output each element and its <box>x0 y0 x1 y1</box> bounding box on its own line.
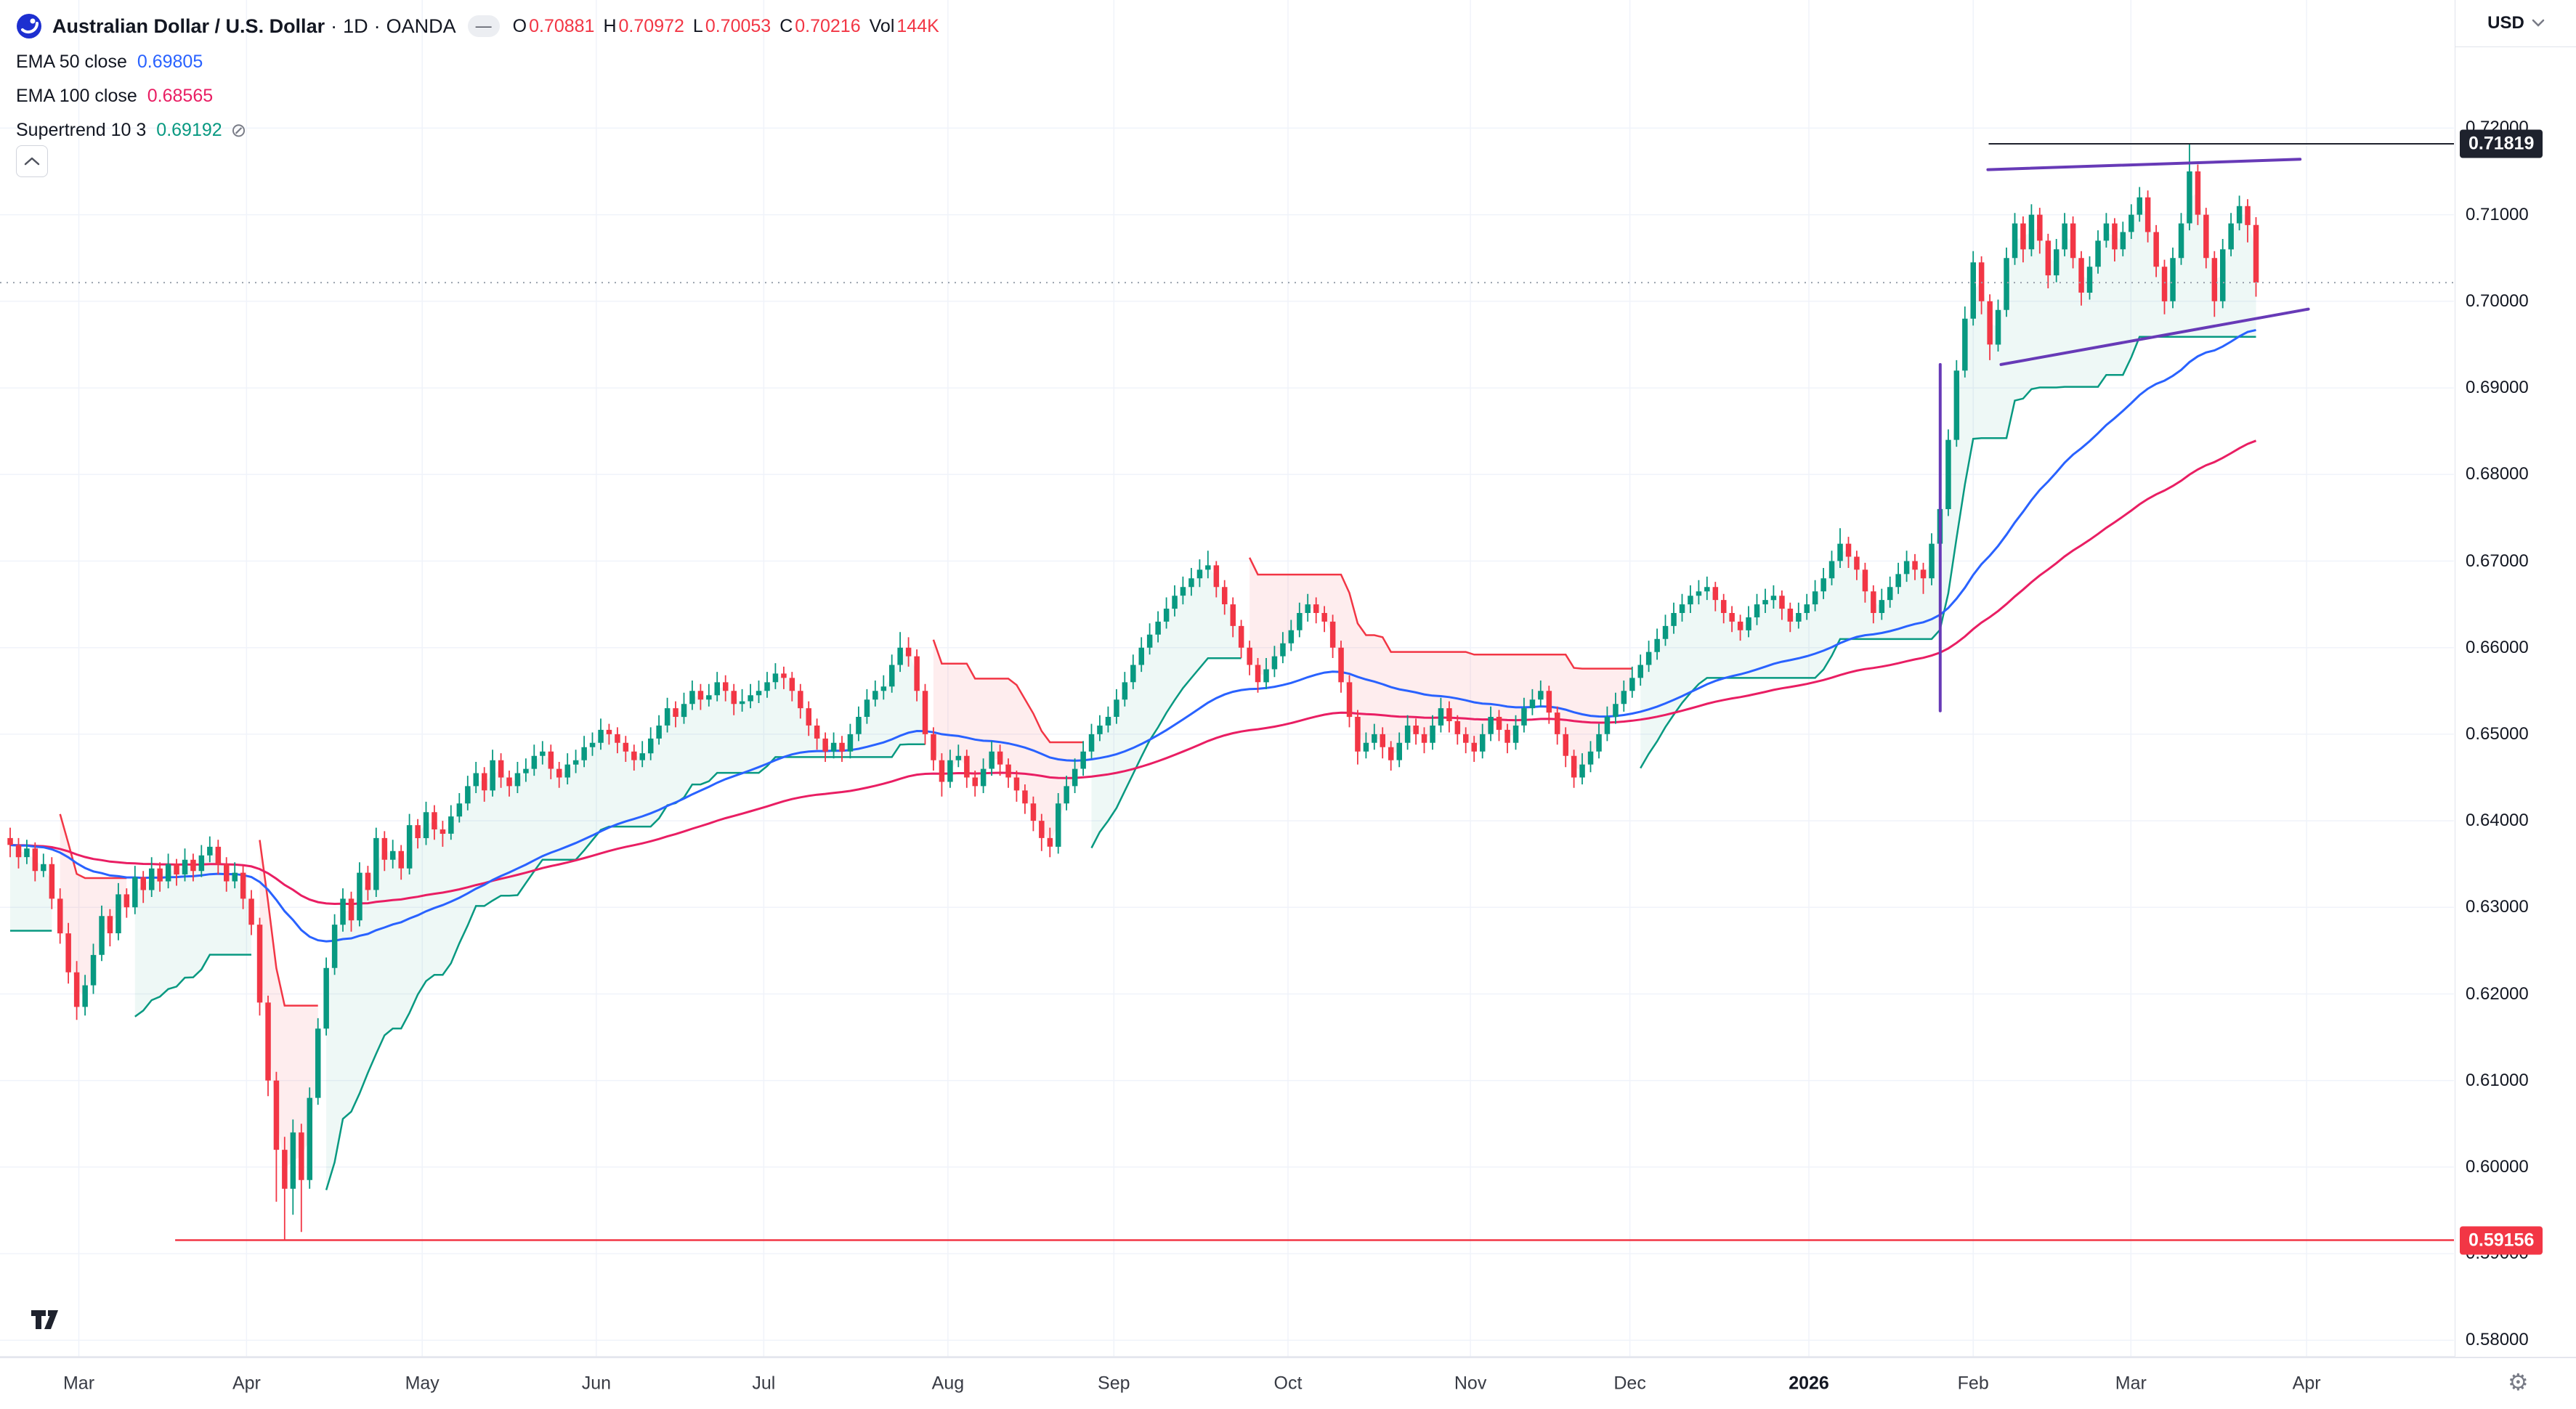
price-axis-badge[interactable]: 0.71819 <box>2460 129 2543 158</box>
indicator-name[interactable]: Supertrend 10 3 <box>16 120 147 140</box>
indicator-value: 0.69805 <box>137 52 203 72</box>
indicator-name[interactable]: EMA 50 close <box>16 52 127 72</box>
price-tick-label: 0.60000 <box>2466 1156 2529 1177</box>
open-label: O <box>512 15 527 36</box>
supertrend-fill <box>933 639 1084 842</box>
high-label: H <box>603 15 617 36</box>
ema50-line <box>9 328 2256 943</box>
chevron-down-icon <box>2532 19 2545 27</box>
currency-selector[interactable]: USD <box>2455 0 2576 47</box>
supertrend-fill <box>10 841 52 931</box>
candle-bodies-up <box>24 171 2243 1189</box>
time-axis-label: Mar <box>62 1373 95 1394</box>
supertrend-line <box>932 639 1084 744</box>
chevron-up-icon <box>24 157 40 166</box>
price-tick-label: 0.63000 <box>2466 897 2529 917</box>
tradingview-logo[interactable] <box>29 1306 62 1337</box>
supertrend-line <box>1090 657 1242 849</box>
separator-dot: · <box>373 15 381 37</box>
close-value: 0.70216 <box>795 15 861 36</box>
time-axis-label: Oct <box>1273 1373 1303 1394</box>
ohlc-readout: O 0.70881 H 0.70972 L 0.70053 C 0.70216 … <box>513 16 939 37</box>
indicator-row-ema50[interactable]: EMA 50 close 0.69805 <box>16 45 939 79</box>
time-axis-label: Feb <box>1957 1373 1989 1394</box>
oanda-logo-icon <box>17 14 41 38</box>
time-axis-label: Aug <box>931 1373 965 1394</box>
indicator-value: 0.68565 <box>147 86 214 106</box>
tradingview-logo-icon <box>31 1310 58 1329</box>
supertrend-fill <box>60 813 127 996</box>
currency-label: USD <box>2487 13 2524 33</box>
supertrend-line <box>259 840 318 1007</box>
price-axis[interactable]: 0.72000 0.71000 0.70000 0.69000 0.68000 0.670… <box>2455 0 2576 1357</box>
separator-dot: · <box>331 15 338 37</box>
hide-indicator-icon[interactable]: ⊘ <box>230 119 247 141</box>
price-tick-label: 0.62000 <box>2466 983 2529 1004</box>
price-tick-label: 0.58000 <box>2466 1330 2529 1350</box>
supertrend-fill <box>1249 557 1632 771</box>
price-tick-label: 0.61000 <box>2466 1070 2529 1090</box>
time-axis-label: Jul <box>752 1373 776 1394</box>
symbol-name[interactable]: Australian Dollar / U.S. Dollar <box>52 15 325 37</box>
symbol-title-row[interactable]: Australian Dollar / U.S. Dollar · 1D · O… <box>16 7 939 45</box>
indicator-row-supertrend[interactable]: Supertrend 10 3 0.69192 ⊘ <box>16 113 939 147</box>
exchange-label: OANDA <box>386 15 456 37</box>
time-axis-label: Dec <box>1613 1373 1646 1394</box>
close-label: C <box>779 15 793 36</box>
price-tick-label: 0.69000 <box>2466 378 2529 398</box>
trendline-drawing[interactable] <box>1999 307 2310 366</box>
indicator-name[interactable]: EMA 100 close <box>16 86 137 106</box>
legend-more-pill[interactable]: — <box>467 15 500 37</box>
volume-label: Vol <box>869 15 895 36</box>
indicator-row-ema100[interactable]: EMA 100 close 0.68565 <box>16 79 939 113</box>
open-value: 0.70881 <box>529 15 595 36</box>
price-tick-label: 0.70000 <box>2466 291 2529 311</box>
trendline-drawing[interactable] <box>1986 158 2302 171</box>
high-value: 0.70972 <box>618 15 684 36</box>
supertrend-fill <box>326 651 926 1190</box>
time-axis[interactable]: Mar Apr May Jun Jul Aug Sep Oct Nov Dec 2026 Feb Mar… <box>0 1357 2576 1409</box>
time-axis-label: 2026 <box>1789 1373 1829 1394</box>
dash-icon: — <box>475 17 492 35</box>
price-axis-badge[interactable]: 0.59156 <box>2460 1226 2543 1254</box>
price-tick-label: 0.64000 <box>2466 811 2529 831</box>
ema100-line <box>9 439 2257 906</box>
supertrend-fill <box>1091 567 1242 848</box>
price-tick-label: 0.68000 <box>2466 464 2529 484</box>
price-tick-label: 0.71000 <box>2466 204 2529 224</box>
time-axis-label: Jun <box>581 1373 612 1394</box>
price-tick-label: 0.65000 <box>2466 723 2529 744</box>
time-axis-label: Apr <box>2292 1373 2321 1394</box>
gear-icon[interactable]: ⚙ <box>2508 1369 2529 1395</box>
time-axis-label: Nov <box>1454 1373 1487 1394</box>
low-value: 0.70053 <box>705 15 771 36</box>
supertrend-fill <box>134 850 251 1017</box>
low-label: L <box>692 15 703 36</box>
interval-label[interactable]: 1D <box>343 15 368 37</box>
legend-collapse-button[interactable] <box>16 145 48 177</box>
supertrend-line <box>134 954 251 1018</box>
time-axis-label: Sep <box>1098 1373 1130 1394</box>
time-axis-label: May <box>405 1373 440 1394</box>
price-tick-label: 0.67000 <box>2466 551 2529 571</box>
time-axis-label: Apr <box>232 1373 261 1394</box>
supertrend-line <box>1248 557 1632 670</box>
legend: Australian Dollar / U.S. Dollar · 1D · O… <box>16 7 939 147</box>
volume-value: 144K <box>896 15 939 36</box>
price-tick-label: 0.66000 <box>2466 637 2529 657</box>
time-axis-label: Mar <box>2115 1373 2147 1394</box>
indicator-value: 0.69192 <box>156 120 222 140</box>
grid-lines <box>0 0 2454 1357</box>
